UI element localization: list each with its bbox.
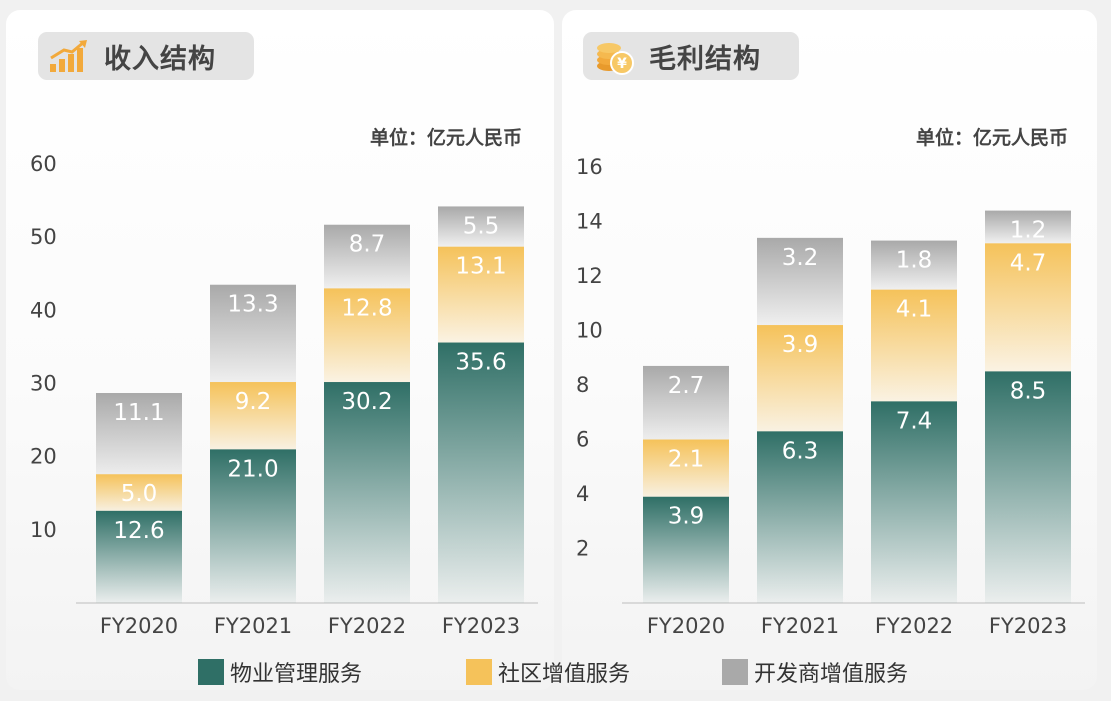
revenue-bar-community-fy2022 (324, 288, 410, 383)
gross-profit-data-label: 1.2 (1010, 218, 1047, 244)
revenue-y-tick-label: 10 (30, 518, 57, 542)
revenue-title: 收入结构 (104, 43, 216, 75)
revenue-data-label: 13.3 (227, 292, 278, 318)
gross-profit-data-label: 7.4 (896, 408, 933, 434)
legend-label-developer: 开发商增值服务 (754, 662, 909, 687)
gross-profit-y-tick-label: 8 (576, 373, 589, 397)
gross-profit-y-tick-label: 10 (576, 319, 603, 343)
revenue-y-tick-label: 60 (30, 152, 57, 176)
revenue-data-label: 12.8 (341, 295, 392, 321)
legend-swatch-community (466, 659, 492, 685)
legend-swatch-developer (722, 659, 748, 685)
gross-profit-data-label: 3.2 (782, 245, 819, 271)
revenue-bar-property-mgmt-fy2022 (324, 382, 410, 603)
gross-profit-x-tick-label: FY2023 (989, 614, 1067, 638)
revenue-x-tick-label: FY2022 (328, 614, 406, 638)
legend-item-property-mgmt: 物业管理服务 (198, 656, 362, 688)
revenue-bar-developer-fy2023 (438, 206, 524, 247)
gross-profit-bar-community-fy2020 (643, 439, 729, 497)
gross-profit-bar-property-mgmt-fy2020 (643, 496, 729, 603)
revenue-data-label: 9.2 (235, 389, 272, 415)
revenue-data-label: 35.6 (455, 350, 506, 376)
revenue-bar-community-fy2020 (96, 474, 182, 511)
gross-profit-x-tick-label: FY2021 (761, 614, 839, 638)
revenue-x-tick-label: FY2020 (100, 614, 178, 638)
gross-profit-y-tick-label: 4 (576, 482, 589, 506)
revenue-bar-developer-fy2021 (210, 284, 296, 383)
revenue-title-pill: 收入结构 (38, 32, 254, 80)
gross-profit-data-label: 6.3 (782, 438, 819, 464)
revenue-data-label: 8.7 (349, 232, 386, 258)
gross-profit-x-tick-label: FY2020 (647, 614, 725, 638)
gross-profit-bar-developer-fy2023 (985, 210, 1071, 244)
revenue-bar-developer-fy2022 (324, 224, 410, 289)
gross-profit-title: 毛利结构 (649, 43, 761, 75)
gross-profit-y-tick-label: 14 (576, 210, 603, 234)
revenue-data-label: 13.1 (455, 254, 506, 280)
revenue-bar-property-mgmt-fy2021 (210, 449, 296, 603)
gross-profit-bar-community-fy2021 (757, 325, 843, 432)
revenue-data-label: 21.0 (227, 456, 278, 482)
gross-profit-y-tick-label: 16 (576, 155, 603, 179)
gross-profit-bar-developer-fy2022 (871, 240, 957, 290)
rising-bar-chart-icon (48, 36, 92, 76)
revenue-y-tick-label: 40 (30, 298, 57, 322)
gross-profit-unit-label: 单位：亿元人民币 (916, 126, 1068, 149)
revenue-data-label: 30.2 (341, 389, 392, 415)
revenue-bar-property-mgmt-fy2020 (96, 510, 182, 603)
gross-profit-bar-developer-fy2020 (643, 365, 729, 440)
gross-profit-bar-property-mgmt-fy2023 (985, 371, 1071, 603)
legend-label-property-mgmt: 物业管理服务 (230, 662, 363, 687)
revenue-data-label: 5.0 (121, 481, 158, 507)
gross-profit-y-tick-label: 2 (576, 537, 589, 561)
gross-profit-y-tick-label: 6 (576, 428, 589, 452)
svg-text:¥: ¥ (617, 56, 627, 72)
gross-profit-bar-community-fy2023 (985, 243, 1071, 372)
gross-profit-data-label: 3.9 (668, 504, 705, 530)
gross-profit-bar-property-mgmt-fy2022 (871, 401, 957, 603)
gross-profit-data-label: 4.1 (896, 297, 933, 323)
revenue-bar-community-fy2021 (210, 382, 296, 450)
gross-profit-title-pill: ¥ 毛利结构 (583, 32, 799, 80)
legend-item-developer: 开发商增值服务 (722, 656, 908, 688)
revenue-data-label: 5.5 (463, 213, 500, 239)
gross-profit-data-label: 1.8 (896, 248, 933, 274)
revenue-bar-property-mgmt-fy2023 (438, 342, 524, 603)
revenue-y-tick-label: 20 (30, 445, 57, 469)
gross-profit-data-label: 2.7 (668, 373, 705, 399)
revenue-unit-label: 单位：亿元人民币 (370, 126, 522, 149)
legend: 物业管理服务 社区增值服务 开发商增值服务 (0, 656, 1111, 690)
revenue-bar-developer-fy2020 (96, 393, 182, 475)
coin-stack-yen-icon: ¥ (593, 36, 637, 76)
revenue-data-label: 12.6 (113, 518, 164, 544)
gross-profit-y-tick-label: 12 (576, 264, 603, 288)
legend-swatch-property-mgmt (198, 659, 224, 685)
revenue-y-tick-label: 50 (30, 225, 57, 249)
revenue-y-tick-label: 30 (30, 372, 57, 396)
gross-profit-data-label: 4.7 (1010, 250, 1047, 276)
gross-profit-data-label: 3.9 (782, 332, 819, 358)
gross-profit-bar-developer-fy2021 (757, 237, 843, 326)
gross-profit-x-tick-label: FY2022 (875, 614, 953, 638)
legend-label-community: 社区增值服务 (498, 662, 631, 687)
gross-profit-bar-community-fy2022 (871, 289, 957, 402)
revenue-x-tick-label: FY2021 (214, 614, 292, 638)
gross-profit-data-label: 8.5 (1010, 378, 1047, 404)
gross-profit-bar-property-mgmt-fy2021 (757, 431, 843, 603)
revenue-bar-community-fy2023 (438, 246, 524, 343)
revenue-data-label: 11.1 (113, 400, 164, 426)
gross-profit-data-label: 2.1 (668, 447, 705, 473)
legend-item-community: 社区增值服务 (466, 656, 630, 688)
revenue-x-tick-label: FY2023 (442, 614, 520, 638)
